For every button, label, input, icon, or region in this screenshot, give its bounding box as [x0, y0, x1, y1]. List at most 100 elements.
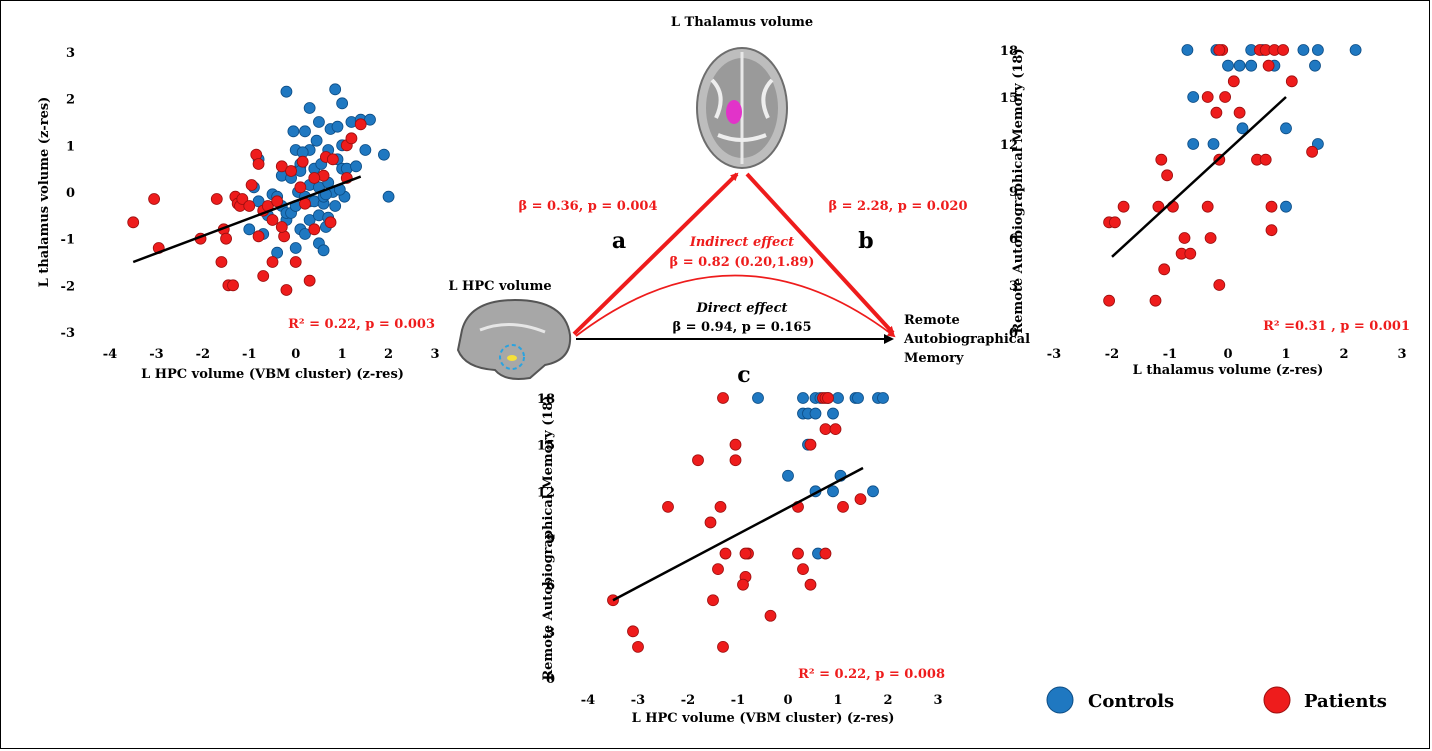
patient-point — [271, 195, 284, 208]
control-point — [243, 223, 256, 236]
direct-effect-value: β = 0.94, p = 0.165 — [672, 320, 811, 335]
thalamus-brain-image — [696, 47, 788, 169]
patient-point — [308, 172, 321, 184]
patient-point — [1149, 294, 1162, 307]
patient-point — [308, 223, 321, 236]
control-point — [1187, 91, 1200, 103]
direct-effect-label: Direct effect — [696, 301, 788, 316]
patient-point — [280, 284, 293, 296]
patient-point — [1213, 279, 1226, 291]
patient-point — [243, 200, 256, 212]
patient-point — [1265, 200, 1278, 213]
patient-point — [1184, 247, 1197, 260]
patient-point — [252, 230, 265, 243]
x-tick-label: 0 — [1223, 347, 1232, 362]
patient-point — [257, 270, 270, 282]
patient-point — [354, 118, 367, 131]
patient-point — [1204, 232, 1217, 244]
scatter-hpc-thalamus: -4 -3 -2 -1 0 1 2 3 -3 -2 -1 0 1 2 3 L HPC volume (VBM … — [37, 46, 440, 382]
patient-point — [737, 578, 749, 591]
patient-point — [245, 179, 258, 191]
control-point — [1312, 44, 1324, 56]
indirect-effect-label: Indirect effect — [689, 235, 794, 250]
patient-point — [804, 438, 817, 451]
control-point — [299, 125, 311, 138]
patient-point — [1285, 75, 1298, 88]
patient-point — [1158, 263, 1171, 276]
control-point — [317, 244, 330, 257]
control-point — [378, 148, 390, 161]
x-tick-label: -3 — [149, 347, 163, 362]
control-point — [289, 242, 302, 254]
y-tick-label: 0 — [66, 186, 75, 201]
y-tick-label: 0 — [546, 672, 555, 687]
control-point — [331, 120, 344, 133]
outcome-label-2: Autobiographical — [903, 332, 1030, 347]
y-tick-label: 12 — [537, 485, 555, 500]
indirect-effect-value: β = 0.82 (0.20,1.89) — [670, 255, 815, 270]
path-a-stat: β = 0.36, p = 0.004 — [518, 199, 657, 214]
patient-point — [220, 232, 232, 245]
patient-point — [294, 181, 307, 194]
patient-point — [1109, 216, 1121, 229]
patient-point — [829, 423, 842, 436]
y-tick-label: 3 — [1009, 279, 1018, 294]
patient-point — [1306, 145, 1318, 158]
y-tick-label: 18 — [537, 392, 555, 407]
control-point — [797, 392, 809, 404]
control-point — [310, 134, 323, 147]
control-point — [1187, 138, 1200, 150]
x-tick-label: 2 — [1339, 347, 1348, 362]
x-tick-label: 1 — [338, 347, 347, 362]
control-point — [287, 125, 300, 138]
patient-point — [1201, 200, 1214, 213]
control-point — [1297, 44, 1310, 56]
y-tick-label: 18 — [1000, 44, 1018, 59]
patient-point — [324, 216, 337, 229]
patient-point — [275, 160, 288, 173]
patient-point — [717, 392, 729, 404]
patient-point — [296, 155, 309, 168]
r-squared-stat: R² = 0.22, p = 0.003 — [288, 317, 435, 332]
y-axis-label: L thalamus volume (z-res) — [37, 97, 52, 288]
patient-point — [717, 640, 729, 653]
patient-point — [326, 153, 339, 166]
path-b-stat: β = 2.28, p = 0.020 — [828, 199, 967, 214]
patient-point — [236, 193, 249, 205]
patient-point — [215, 256, 228, 268]
patient-point — [822, 392, 834, 404]
control-point — [382, 190, 395, 203]
y-tick-label: 9 — [1009, 185, 1018, 200]
predictor-label: L HPC volume — [448, 279, 551, 294]
path-a-label: a — [612, 228, 626, 254]
x-tick-label: 0 — [783, 693, 792, 708]
patient-point — [252, 158, 265, 170]
legend-controls-marker — [1046, 686, 1074, 714]
patient-point — [739, 547, 752, 560]
x-axis-label: L thalamus volume (z-res) — [1133, 363, 1324, 378]
patient-point — [1152, 200, 1165, 213]
control-point — [827, 485, 839, 498]
mediation-diagram: L Thalamus volume L HPC volume Remote Au… — [448, 15, 1030, 388]
patient-point — [712, 563, 724, 576]
control-point — [359, 144, 372, 156]
x-tick-label: -2 — [681, 693, 695, 708]
patient-point — [627, 625, 639, 638]
patient-point — [266, 256, 279, 268]
legend-patients-label: Patients — [1304, 691, 1387, 712]
patient-point — [1277, 44, 1289, 56]
y-tick-label: -1 — [61, 233, 75, 248]
control-point — [271, 246, 284, 259]
y-tick-label: 0 — [1009, 326, 1018, 341]
control-point — [752, 392, 764, 404]
patient-point — [632, 640, 644, 653]
patient-point — [345, 132, 358, 145]
x-tick-label: -1 — [731, 693, 745, 708]
x-tick-label: 1 — [833, 693, 842, 708]
control-point — [336, 97, 349, 110]
x-tick-label: 0 — [291, 347, 300, 362]
patient-point — [289, 256, 302, 268]
patient-point — [819, 547, 832, 560]
